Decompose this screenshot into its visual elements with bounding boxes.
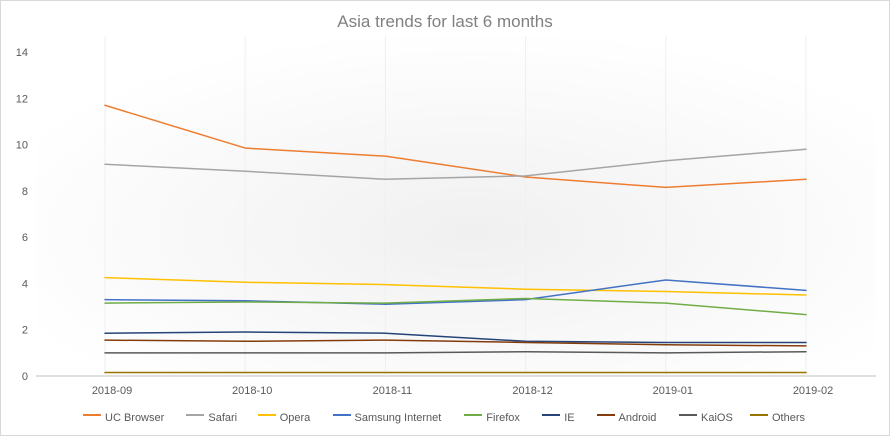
svg-text:2018-11: 2018-11: [373, 385, 413, 397]
svg-text:6: 6: [22, 232, 28, 244]
svg-text:0: 0: [22, 371, 28, 383]
svg-text:4: 4: [22, 278, 28, 290]
svg-text:2: 2: [22, 325, 28, 337]
svg-text:2019-02: 2019-02: [793, 385, 833, 397]
svg-text:12: 12: [16, 93, 28, 105]
svg-text:2018-12: 2018-12: [512, 385, 552, 397]
svg-text:8: 8: [22, 186, 28, 198]
svg-text:10: 10: [16, 140, 28, 152]
svg-text:14: 14: [16, 47, 28, 59]
svg-text:2018-10: 2018-10: [232, 385, 272, 397]
svg-text:2018-09: 2018-09: [92, 385, 132, 397]
svg-text:2019-01: 2019-01: [653, 385, 693, 397]
